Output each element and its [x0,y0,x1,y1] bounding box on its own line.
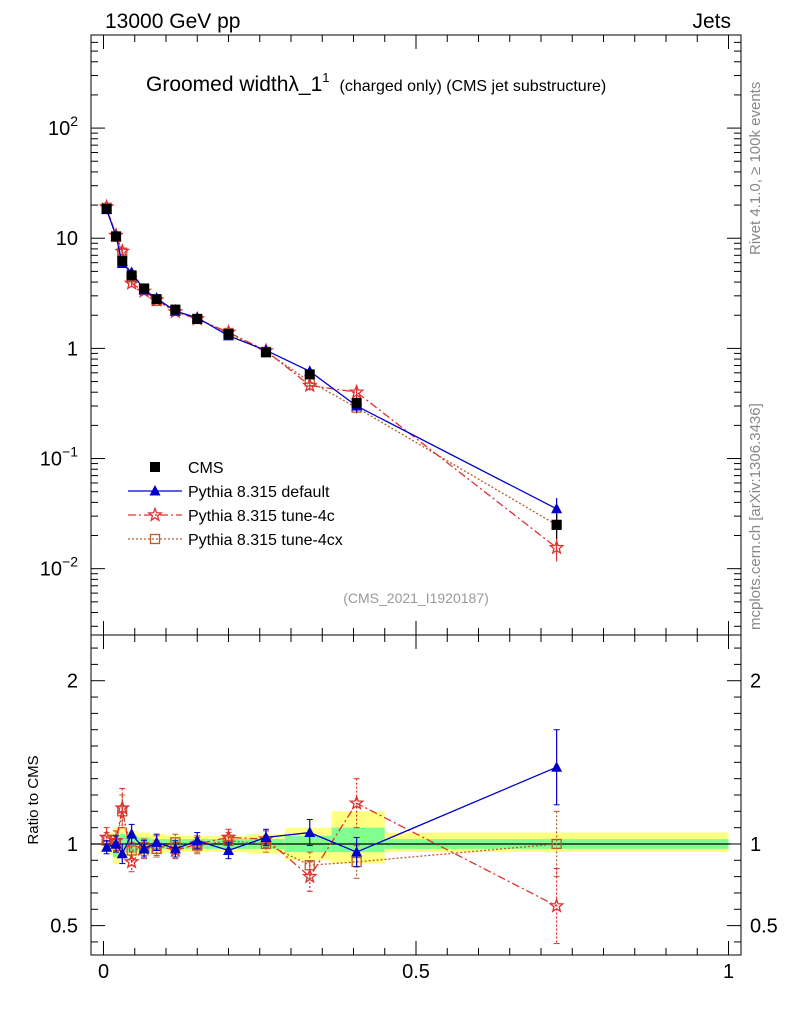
y-tick-label: 102 [48,113,78,140]
series-default [101,203,563,523]
point-cms [223,329,234,340]
ratio-y-tick-label-right: 1 [750,834,761,856]
header-energy: 13000 GeV pp [105,10,240,33]
legend-entry-default: Pythia 8.315 default [128,484,330,501]
legend-marker-tune4c [147,506,163,522]
ratio-point-default [101,841,113,852]
ratio-y-tick-label: 2 [67,671,78,693]
point-cms [351,397,362,408]
legend-label-tune4c: Pythia 8.315 tune-4c [188,508,335,525]
ratio-point-tune4c [123,853,140,869]
ratio-point-default [151,836,163,847]
legend-label-tune4cx: Pythia 8.315 tune-4cx [188,532,343,549]
legend-marker-default [149,485,161,496]
point-cms [551,519,562,530]
point-tune4c [123,274,140,290]
y-tick-label: 1 [67,338,78,360]
ratio-series-default [101,729,563,868]
ratio-bands [109,811,729,864]
point-cms [304,369,315,380]
ratio-y-tick-label: 0.5 [50,916,78,938]
y-tick-label: 10−2 [40,554,78,581]
header-category: Jets [692,10,731,33]
series-tune4cx [101,202,562,539]
legend-entry-tune4c: Pythia 8.315 tune-4c [128,506,335,525]
legend-label-default: Pythia 8.315 default [188,484,330,501]
ratio-point-default [260,831,272,842]
legend-entry-tune4cx: Pythia 8.315 tune-4cx [128,532,343,549]
y-tick-label: 10 [56,228,78,250]
ratio-point-tune4cx [551,838,562,850]
point-cms [111,231,121,242]
rivet-label: Rivet 4.1.0, ≥ 100k events [747,82,764,255]
ratio-point-default [191,834,203,846]
ratio-point-tune4c [348,794,365,810]
point-tune4c [348,383,365,400]
analysis-id: (CMS_2021_I1920187) [343,590,489,606]
point-cms [117,256,128,267]
ratio-point-default [169,842,181,854]
ratio-point-default [126,828,138,839]
y-tick-label: 10−1 [40,444,78,471]
ratio-y-tick-label-right: 0.5 [750,916,778,938]
series-line-tune4cx [105,207,557,526]
point-cms [139,283,150,294]
ratio-panel: 2 2 1 1 0.5 0.5 0 0.5 1 [50,634,778,983]
point-tune4c [301,377,318,393]
ratio-frame [90,634,742,956]
ratio-point-tune4c [114,799,131,815]
legend: CMS Pythia 8.315 default Pythia 8.315 tune… [128,460,343,549]
ratio-point-default [551,761,563,772]
ratio-point-tune4c [220,829,237,845]
x-tick-label: 0 [98,961,109,983]
point-cms [101,203,112,214]
series-cms [101,203,562,539]
point-tune4c [548,539,565,555]
title-main: Groomed widthλ_1 [146,73,322,96]
band-inner [331,827,385,853]
point-cms [170,304,181,315]
x-tick-label: 0.5 [402,961,430,983]
point-cms [192,313,203,324]
ratio-point-default [138,842,150,854]
ratio-point-tune4c [98,829,115,845]
ratio-point-default [116,847,128,859]
ratio-point-default [223,844,234,856]
ratio-point-default [351,846,363,857]
band-inner [119,834,126,853]
legend-marker-tune4cx [149,533,161,545]
series-line-tune4c [105,206,557,549]
ratio-y-tick-label: 1 [67,834,78,856]
ratio-y-tick-label-right: 2 [750,671,761,693]
legend-entry-cms: CMS [150,460,224,477]
point-cms [261,347,271,358]
chart-title: Groomed widthλ_11 (charged only) (CMS jet… [146,70,606,96]
title-sup: 1 [322,70,329,85]
ratio-point-default [304,826,316,838]
svg-text:Groomed widthλ_11(charged only: Groomed widthλ_11 (charged only) (CMS jet… [146,70,606,96]
ratio-point-tune4c [548,897,565,913]
ratio-point-tune4c [301,868,318,884]
x-tick-label: 1 [723,961,734,983]
point-cms [126,270,137,281]
mcplots-label: mcplots.cern.ch [arXiv:1306.3436] [747,403,764,630]
title-sub: (charged only) (CMS jet substructure) [340,78,607,95]
ratio-ylabel: Ratio to CMS [25,755,42,844]
point-tune4c [114,243,131,259]
ratio-point-default [110,837,122,849]
ratio-point-tune4cx [117,806,128,817]
ratio-series-tune4c [98,778,565,945]
point-cms [151,294,162,305]
main-panel: 102 10 1 10−1 10−2 [40,34,742,636]
point-default [551,502,563,514]
series-line-default [105,209,557,510]
legend-marker-cms [150,462,160,472]
legend-label-cms: CMS [188,460,224,477]
